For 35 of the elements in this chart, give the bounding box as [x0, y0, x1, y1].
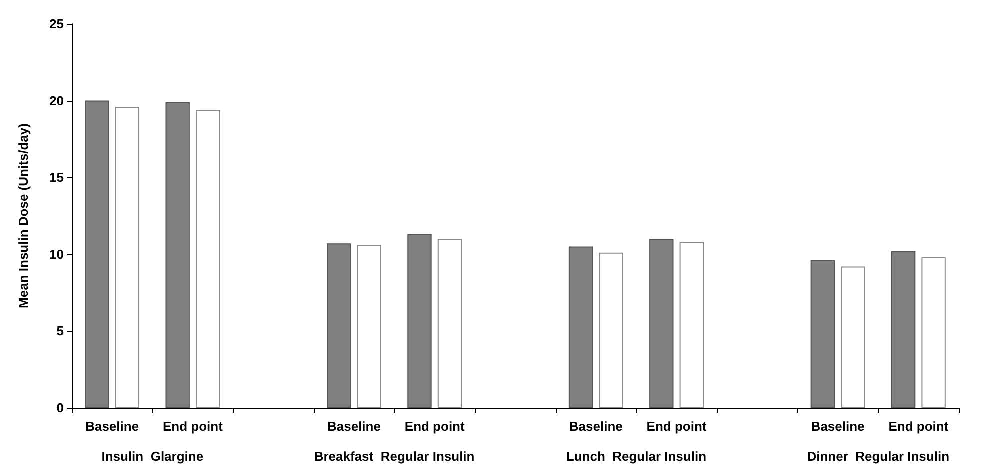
bar — [357, 245, 382, 408]
x-tick-label: End point — [888, 419, 950, 434]
bar — [568, 246, 594, 408]
text: Lunch Regular Insulin — [566, 449, 707, 464]
bar — [327, 244, 352, 408]
text: Dinner Regular Insulin — [807, 449, 950, 464]
bar — [841, 266, 866, 408]
x-tick-label: End point — [404, 419, 466, 434]
bar — [810, 260, 836, 408]
bar — [115, 106, 140, 408]
bar — [891, 251, 916, 408]
bar — [650, 239, 674, 408]
y-tick-label: 0 — [56, 400, 64, 416]
y-tick-label: 20 — [50, 93, 64, 108]
bar — [196, 110, 220, 408]
text: Insulin Glargine — [102, 449, 204, 464]
y-tick-label: 10 — [50, 246, 64, 262]
bar — [408, 234, 432, 408]
x-tick-label: Baseline — [811, 419, 865, 434]
bar — [438, 239, 462, 408]
bar — [680, 242, 704, 408]
text: Breakfast Regular Insulin — [314, 449, 475, 464]
x-tick-label: End point — [162, 419, 224, 434]
x-tick-label: Baseline — [86, 419, 140, 434]
y-tick-label: 15 — [50, 170, 64, 186]
y-axis-title: Mean Insulin Dose (Units/day) — [16, 124, 31, 308]
x-tick-label: Baseline — [327, 419, 381, 434]
bar — [166, 102, 190, 408]
bar — [599, 252, 624, 408]
x-tick-label: Baseline — [569, 419, 623, 434]
bar — [922, 257, 946, 408]
y-tick-label: 5 — [56, 324, 64, 339]
y-tick-label: 25 — [50, 16, 64, 32]
bar — [85, 100, 110, 408]
x-tick-label: End point — [646, 419, 708, 434]
